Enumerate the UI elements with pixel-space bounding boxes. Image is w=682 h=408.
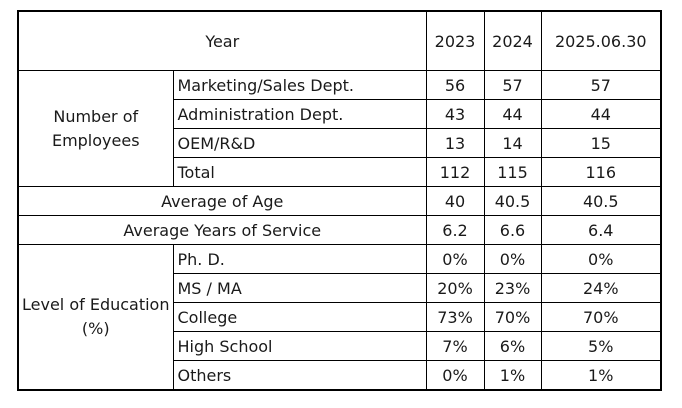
column-header-2025: 2025.06.30 bbox=[540, 10, 662, 71]
cell-value: 24% bbox=[540, 273, 662, 303]
education-group-label: Level of Education (%) bbox=[17, 244, 174, 391]
row-label: Average Years of Service bbox=[17, 215, 427, 245]
cell-value: 14 bbox=[483, 128, 542, 158]
employee-statistics-table: Year 2023 2024 2025.06.30 Number of Empl… bbox=[17, 10, 662, 391]
cell-value: 40.5 bbox=[483, 186, 542, 216]
column-header-2024: 2024 bbox=[483, 10, 542, 71]
cell-value: 0% bbox=[483, 244, 542, 274]
column-header-2023: 2023 bbox=[425, 10, 485, 71]
cell-value: 6.2 bbox=[425, 215, 485, 245]
cell-value: 40.5 bbox=[540, 186, 662, 216]
cell-value: 0% bbox=[425, 360, 485, 391]
cell-value: 57 bbox=[540, 70, 662, 100]
cell-value: 6.6 bbox=[483, 215, 542, 245]
cell-value: 116 bbox=[540, 157, 662, 187]
cell-value: 1% bbox=[483, 360, 542, 391]
row-label: Others bbox=[172, 360, 427, 391]
table-row: Average of Age 40 40.5 40.5 bbox=[17, 186, 662, 216]
table-row: Total 112 115 116 bbox=[18, 157, 662, 187]
cell-value: 43 bbox=[425, 99, 485, 129]
year-header: Year bbox=[17, 10, 427, 71]
cell-value: 13 bbox=[425, 128, 485, 158]
row-label: High School bbox=[172, 331, 427, 361]
cell-value: 44 bbox=[540, 99, 662, 129]
row-label: Marketing/Sales Dept. bbox=[172, 70, 427, 100]
row-label: Administration Dept. bbox=[172, 99, 427, 129]
cell-value: 0% bbox=[540, 244, 662, 274]
cell-value: 6.4 bbox=[540, 215, 662, 245]
table-row: MS / MA 20% 23% 24% bbox=[18, 273, 662, 303]
cell-value: 6% bbox=[483, 331, 542, 361]
table-row: Level of Education (%) Ph. D. 0% 0% 0% bbox=[17, 244, 662, 391]
cell-value: 20% bbox=[425, 273, 485, 303]
cell-value: 15 bbox=[540, 128, 662, 158]
row-label: OEM/R&D bbox=[172, 128, 427, 158]
table-row: High School 7% 6% 5% bbox=[18, 331, 662, 361]
table-row: College 73% 70% 70% bbox=[18, 302, 662, 332]
row-label: Average of Age bbox=[17, 186, 427, 216]
cell-value: 0% bbox=[425, 244, 485, 274]
cell-value: 44 bbox=[483, 99, 542, 129]
cell-value: 56 bbox=[425, 70, 485, 100]
table-row: Administration Dept. 43 44 44 bbox=[18, 99, 662, 129]
cell-value: 70% bbox=[483, 302, 542, 332]
row-label: Total bbox=[172, 157, 427, 187]
table-row: Number of Employees Marketing/Sales Dept… bbox=[17, 70, 662, 187]
cell-value: 1% bbox=[540, 360, 662, 391]
header-row: Year 2023 2024 2025.06.30 bbox=[17, 10, 662, 71]
table-row: OEM/R&D 13 14 15 bbox=[18, 128, 662, 158]
cell-value: 40 bbox=[425, 186, 485, 216]
table-row: Average Years of Service 6.2 6.6 6.4 bbox=[17, 215, 662, 245]
row-label: Ph. D. bbox=[172, 244, 427, 274]
cell-value: 112 bbox=[425, 157, 485, 187]
table-row: Others 0% 1% 1% bbox=[18, 360, 662, 391]
cell-value: 115 bbox=[483, 157, 542, 187]
employees-group-label: Number of Employees bbox=[17, 70, 174, 187]
cell-value: 5% bbox=[540, 331, 662, 361]
cell-value: 7% bbox=[425, 331, 485, 361]
row-label: MS / MA bbox=[172, 273, 427, 303]
cell-value: 73% bbox=[425, 302, 485, 332]
cell-value: 23% bbox=[483, 273, 542, 303]
row-label: College bbox=[172, 302, 427, 332]
cell-value: 57 bbox=[483, 70, 542, 100]
cell-value: 70% bbox=[540, 302, 662, 332]
